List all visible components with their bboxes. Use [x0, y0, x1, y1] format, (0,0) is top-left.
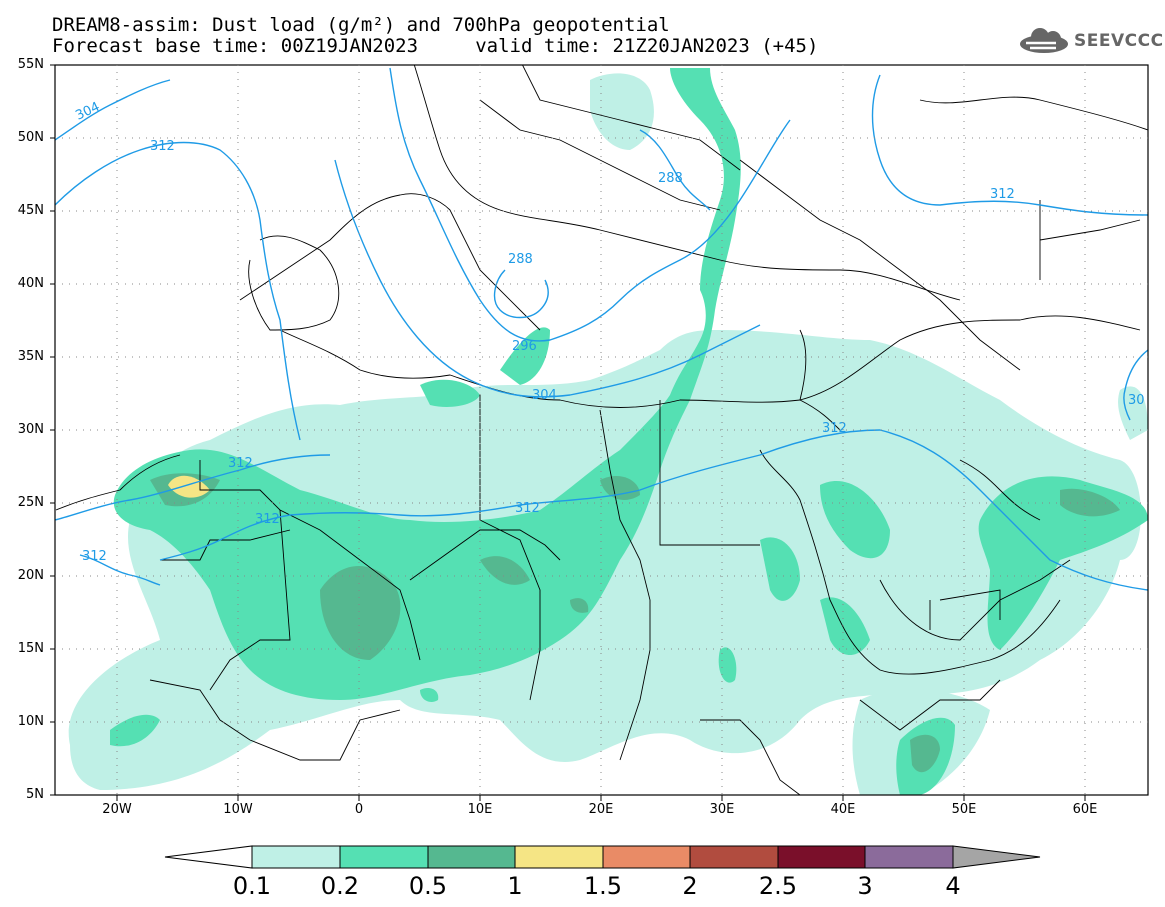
dust-level-0.1 — [68, 73, 1148, 795]
colorbar-swatch — [339, 845, 429, 869]
contour-label: 312 — [515, 501, 540, 516]
contour-label: 312 — [82, 549, 107, 564]
lat-tick-label: 10N — [17, 714, 44, 729]
seevccc-logo — [1020, 28, 1068, 53]
contour-label: 312 — [255, 512, 280, 527]
lat-tick-label: 45N — [17, 203, 44, 218]
contour-label: 312 — [228, 456, 253, 471]
lat-tick-label: 20N — [17, 568, 44, 583]
lat-tick-label: 55N — [17, 57, 44, 72]
lon-tick-label: 30E — [709, 802, 735, 817]
colorbar-swatch — [689, 845, 779, 869]
colorbar-swatch — [777, 845, 866, 869]
lon-tick-label: 20W — [102, 802, 132, 817]
colorbar-high-arrow — [952, 845, 1041, 869]
colorbar-low-arrow — [164, 845, 253, 869]
colorbar-swatch — [864, 845, 954, 869]
lat-tick-label: 35N — [17, 349, 44, 364]
lon-tick-label: 40E — [830, 802, 856, 817]
colorbar-label: 0.2 — [320, 872, 360, 900]
lon-tick-label: 10W — [223, 802, 253, 817]
colorbar — [164, 845, 1041, 869]
colorbar-label: 2 — [682, 872, 698, 900]
country-borders — [55, 65, 1148, 795]
lat-tick-label: 50N — [17, 130, 44, 145]
contour-label: 312 — [150, 139, 175, 154]
colorbar-swatch — [514, 845, 604, 869]
lon-tick-label: 20E — [588, 802, 614, 817]
colorbar-swatch — [602, 845, 691, 869]
lat-tick-label: 40N — [17, 276, 44, 291]
contour-label: 304 — [73, 100, 102, 124]
dust-level-0.2 — [110, 68, 1148, 795]
lon-tick-label: 50E — [951, 802, 977, 817]
dust-level-0.5 — [150, 473, 1120, 773]
lon-tick-label: 10E — [467, 802, 493, 817]
colorbar-label: 2.5 — [758, 872, 798, 900]
lon-tick-label: 60E — [1072, 802, 1098, 817]
contour-label: 312 — [822, 421, 847, 436]
contour-label: 312 — [990, 187, 1015, 202]
lat-tick-label: 30N — [17, 422, 44, 437]
contour-label: 304 — [532, 388, 557, 403]
colorbar-swatch — [427, 845, 516, 869]
logo-text: SEEVCCC — [1074, 31, 1164, 51]
grid-dots — [55, 65, 1148, 795]
contour-label: 296 — [512, 339, 537, 354]
colorbar-label: 0.1 — [232, 872, 272, 900]
contour-label: 288 — [658, 171, 683, 186]
colorbar-label: 3 — [857, 872, 873, 900]
colorbar-swatch — [251, 845, 341, 869]
lon-tick-label: 0 — [354, 802, 364, 817]
colorbar-label: 0.5 — [408, 872, 448, 900]
forecast-time-line: Forecast base time: 00Z19JAN2023 valid t… — [52, 35, 819, 57]
colorbar-label: 4 — [945, 872, 961, 900]
map-title: DREAM8-assim: Dust load (g/m²) and 700hP… — [52, 14, 670, 36]
tick-marks — [50, 64, 1086, 801]
colorbar-label: 1.5 — [583, 872, 623, 900]
contour-label: 30 — [1128, 393, 1145, 408]
geopotential-contours — [55, 67, 1148, 591]
lat-tick-label: 25N — [17, 495, 44, 510]
colorbar-label: 1 — [507, 872, 523, 900]
contour-label: 288 — [508, 252, 533, 267]
lat-tick-label: 5N — [26, 787, 44, 802]
lat-tick-label: 15N — [17, 641, 44, 656]
